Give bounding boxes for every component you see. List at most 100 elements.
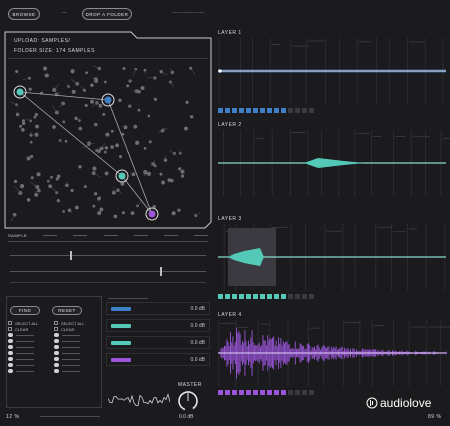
sample-dot[interactable] [36,172,41,177]
layer-waveform[interactable] [214,130,450,196]
sample-dot[interactable] [135,140,140,145]
sample-dot[interactable] [29,133,33,137]
step-led[interactable] [225,294,230,299]
category-item[interactable] [8,344,52,350]
playhead[interactable] [218,69,222,73]
step-led[interactable] [253,108,258,113]
sample-dot[interactable] [130,211,135,215]
step-led[interactable] [225,108,230,113]
step-led[interactable] [267,108,272,113]
sample-dot[interactable] [94,122,98,127]
category-item[interactable] [8,356,52,362]
select-all-checkbox[interactable] [8,321,12,325]
browse-button[interactable]: BROWSE [8,8,40,20]
step-led[interactable] [274,108,279,113]
sample-dot[interactable] [167,178,172,182]
find-button[interactable]: FIND [10,306,40,315]
step-led[interactable] [309,390,314,395]
category-toggle[interactable] [54,339,59,343]
sample-dot[interactable] [134,67,138,71]
layer-node-1[interactable] [16,88,24,96]
sample-dot[interactable] [29,140,33,144]
sample-dot[interactable] [104,146,109,150]
sample-dot[interactable] [153,97,158,101]
step-led[interactable] [246,108,251,113]
sample-dot[interactable] [152,205,156,209]
sample-dot[interactable] [78,164,82,169]
step-led[interactable] [232,390,237,395]
sample-dot[interactable] [171,211,176,216]
category-item[interactable] [8,338,52,344]
sample-dot[interactable] [21,119,26,123]
sample-dot[interactable] [34,112,38,117]
sample-dot[interactable] [21,121,26,126]
step-led[interactable] [239,390,244,395]
step-led[interactable] [295,108,300,113]
sample-dot[interactable] [153,76,157,80]
step-led[interactable] [288,390,293,395]
range-handle[interactable] [160,267,162,276]
category-item[interactable] [8,362,52,368]
sample-dot[interactable] [43,66,48,71]
step-led[interactable] [288,294,293,299]
layer-3[interactable]: LAYER 3 [214,216,450,308]
sample-dot[interactable] [178,167,182,171]
sample-dot[interactable] [13,179,18,184]
category-toggle[interactable] [54,351,59,355]
category-item[interactable] [8,368,52,374]
step-led[interactable] [274,390,279,395]
sample-dot[interactable] [159,172,163,176]
range-slider-1[interactable] [10,250,206,260]
mixer-channel-4[interactable]: 0.0 dB [106,353,210,366]
category-toggle[interactable] [54,363,59,367]
category-toggle[interactable] [54,333,59,337]
step-led[interactable] [281,294,286,299]
step-led[interactable] [295,390,300,395]
sample-dot[interactable] [97,66,102,71]
layer-node-ring[interactable] [13,85,27,99]
reset-button[interactable]: RESET [52,306,82,315]
sample-dot[interactable] [180,169,185,174]
category-toggle[interactable] [8,351,13,355]
category-item[interactable] [54,332,98,338]
step-led[interactable] [239,108,244,113]
category-toggle[interactable] [8,345,13,349]
sample-dot[interactable] [90,99,94,104]
step-led[interactable] [274,294,279,299]
layer-waveform[interactable] [214,320,450,386]
sample-dot[interactable] [78,119,81,122]
layer-node-2[interactable] [104,96,112,104]
step-led[interactable] [260,390,265,395]
sample-dot[interactable] [28,87,32,91]
sample-dot[interactable] [131,172,136,177]
sample-dot[interactable] [52,125,56,129]
step-led[interactable] [246,390,251,395]
sample-dot[interactable] [123,125,128,130]
sample-dot[interactable] [78,126,83,131]
sample-dot[interactable] [97,211,102,216]
step-led[interactable] [281,390,286,395]
step-led[interactable] [218,390,223,395]
tab-3[interactable] [73,235,88,236]
sample-map[interactable] [8,62,206,224]
sample-dot[interactable] [161,180,166,185]
sample-dot[interactable] [30,154,34,158]
mixer-channel-1[interactable]: 0.0 dB [106,302,210,315]
footer-left-track[interactable] [40,416,100,417]
step-led[interactable] [260,108,265,113]
sample-dot[interactable] [105,132,110,137]
sample-dot[interactable] [85,71,88,75]
sample-dot[interactable] [93,192,98,196]
step-led[interactable] [239,294,244,299]
sample-dot[interactable] [98,196,102,200]
category-item[interactable] [54,338,98,344]
sample-dot[interactable] [180,174,185,178]
sample-dot[interactable] [34,192,39,197]
tab-5[interactable] [133,235,148,236]
sample-dot[interactable] [54,110,59,115]
category-item[interactable] [54,368,98,374]
sample-dot[interactable] [104,171,109,176]
sample-dot[interactable] [44,73,49,78]
layer-node-4[interactable] [148,210,156,218]
sample-dot[interactable] [143,147,147,150]
